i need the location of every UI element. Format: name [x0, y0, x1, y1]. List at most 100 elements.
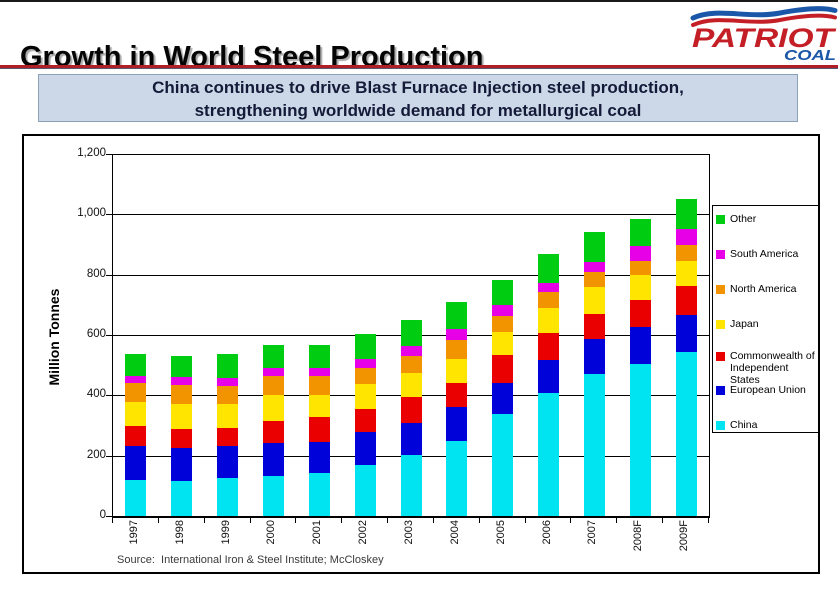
bar-segment: [125, 426, 147, 447]
x-tick-mark: [616, 518, 618, 523]
bar-2000: [262, 345, 284, 516]
page-title: Growth in World Steel Production: [20, 41, 484, 74]
plot-area: [112, 154, 710, 518]
bar-segment: [308, 395, 330, 418]
bar-segment: [629, 275, 651, 301]
bar-segment: [629, 260, 651, 276]
logo-brand-text: PATRIOT: [692, 23, 837, 53]
x-tick-mark: [112, 518, 113, 523]
bar-1997: [125, 354, 147, 516]
bar-segment: [446, 382, 468, 407]
header-divider-dark: [0, 68, 838, 69]
bar-segment: [629, 218, 651, 246]
bar-segment: [217, 404, 239, 428]
x-tick-mark: [524, 518, 526, 523]
y-tick-mark: [106, 395, 112, 397]
legend-swatch: [716, 285, 725, 294]
bar-segment: [492, 414, 514, 516]
bar-segment: [308, 344, 330, 368]
x-tick-label: 2005: [494, 520, 507, 545]
x-tick-label: 2008F: [632, 520, 645, 552]
bar-2008F: [629, 218, 651, 516]
gridline-1200: [113, 154, 709, 155]
x-tick-label: 2000: [265, 520, 278, 545]
bar-2007: [583, 232, 605, 516]
bar-segment: [171, 481, 193, 516]
bar-segment: [446, 302, 468, 330]
bar-segment: [446, 441, 468, 516]
bar-segment: [354, 359, 376, 369]
x-tick-mark: [478, 518, 480, 523]
y-tick-label: 0: [99, 509, 106, 521]
bar-1999: [217, 354, 239, 516]
y-tick-label: 800: [86, 267, 106, 280]
bar-segment: [125, 354, 147, 377]
bar-segment: [583, 261, 605, 273]
y-tick-mark: [106, 455, 112, 457]
bar-segment: [538, 308, 560, 334]
bar-segment: [629, 245, 651, 261]
bar-segment: [262, 395, 284, 421]
bar-segment: [262, 443, 284, 477]
x-tick-label: 2006: [540, 520, 553, 545]
legend-entry: South America: [716, 248, 818, 260]
legend-entry: Other: [716, 213, 818, 225]
bar-segment: [446, 359, 468, 383]
bar-segment: [400, 397, 422, 424]
bar-segment: [354, 368, 376, 384]
bar-segment: [308, 472, 330, 516]
bar-segment: [446, 406, 468, 442]
legend-label: North America: [730, 283, 797, 295]
x-tick-label: 2004: [448, 520, 461, 545]
subtitle-line-2: strengthening worldwide demand for metal…: [194, 101, 642, 120]
y-tick-mark: [106, 335, 112, 336]
bar-segment: [171, 377, 193, 385]
bar-segment: [354, 409, 376, 432]
y-tick-label: 1,200: [77, 147, 106, 159]
bar-2004: [446, 302, 468, 516]
legend-label: Japan: [730, 318, 759, 330]
legend-swatch: [716, 421, 725, 430]
patriot-coal-logo: PATRIOT COAL: [690, 6, 838, 61]
source-note: Source: International Iron & Steel Insti…: [117, 554, 384, 566]
x-tick-mark: [203, 518, 205, 523]
x-tick-label: 2007: [586, 520, 599, 545]
bar-segment: [492, 279, 514, 306]
bar-segment: [629, 363, 651, 516]
bar-segment: [538, 292, 560, 309]
y-tick-mark: [106, 516, 112, 517]
bar-segment: [308, 367, 330, 377]
logo-sub-text: COAL: [784, 47, 836, 61]
x-tick-mark: [341, 518, 343, 523]
x-tick-mark: [708, 518, 709, 523]
bar-segment: [492, 316, 514, 333]
y-tick-label: 1,000: [77, 207, 106, 220]
x-tick-label: 1999: [219, 520, 232, 545]
bar-segment: [492, 355, 514, 383]
bar-segment: [583, 314, 605, 339]
bar-segment: [125, 376, 147, 384]
bar-segment: [400, 319, 422, 346]
legend-label: South America: [730, 248, 799, 260]
legend-swatch: [716, 320, 725, 329]
bar-segment: [538, 253, 560, 283]
bar-segment: [583, 338, 605, 375]
bar-segment: [675, 245, 697, 261]
bar-segment: [262, 420, 284, 444]
legend: Other South America North America Japan Comm…: [712, 205, 819, 433]
legend-label: Commonwealth of Independent States: [730, 350, 815, 386]
chart-container: Million Tonnes Other South America North A…: [22, 134, 820, 574]
bar-segment: [308, 441, 330, 473]
bar-segment: [262, 476, 284, 516]
bar-2002: [354, 334, 376, 516]
y-tick-mark: [106, 154, 112, 155]
bar-segment: [217, 478, 239, 516]
bar-segment: [492, 332, 514, 356]
legend-swatch: [716, 250, 725, 259]
legend-entry: European Union: [716, 384, 818, 396]
bar-segment: [400, 355, 422, 374]
x-tick-label: 1997: [127, 520, 140, 545]
y-axis-title: Million Tonnes: [46, 288, 62, 386]
bar-segment: [675, 199, 697, 229]
